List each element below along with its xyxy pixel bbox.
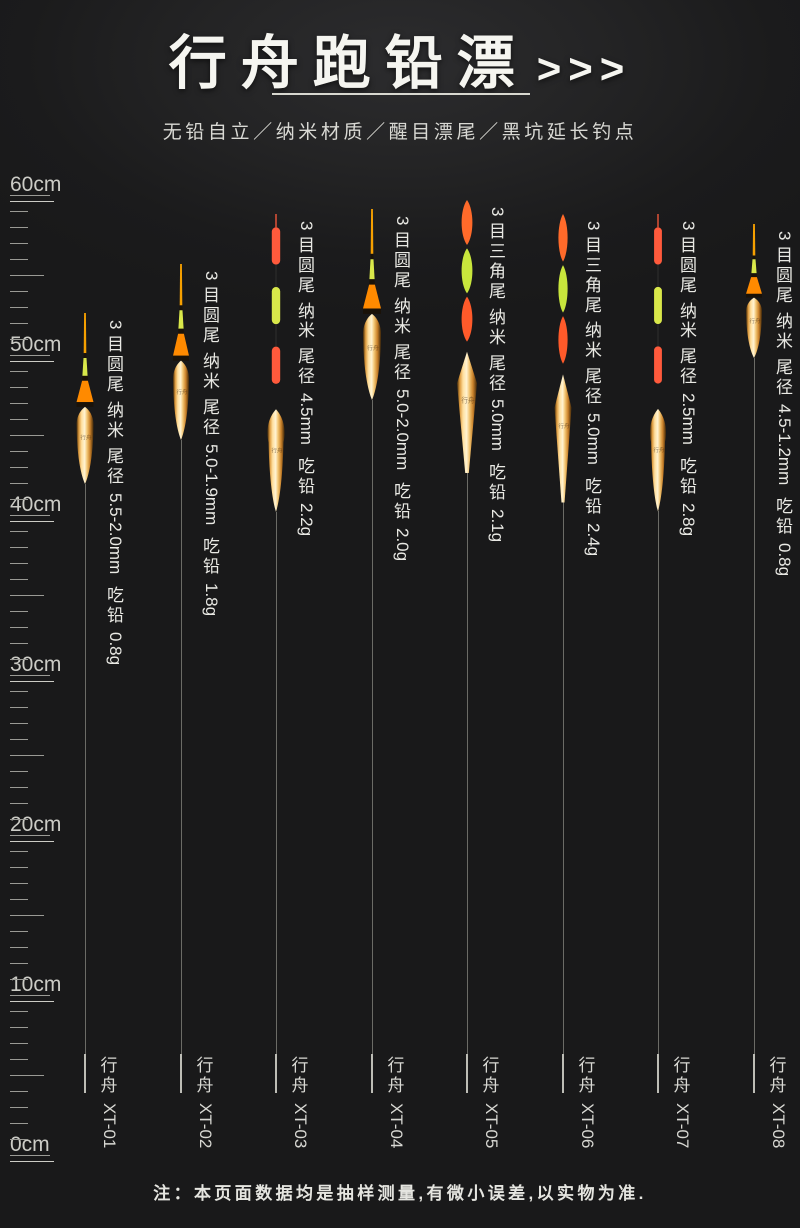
svg-text:行舟: 行舟 bbox=[558, 422, 570, 430]
svg-text:行舟: 行舟 bbox=[461, 396, 475, 405]
svg-text:行舟: 行舟 bbox=[749, 317, 761, 325]
svg-text:行舟: 行舟 bbox=[653, 445, 665, 453]
svg-text:行舟: 行舟 bbox=[80, 433, 92, 441]
svg-text:行舟: 行舟 bbox=[271, 446, 283, 454]
svg-text:行舟: 行舟 bbox=[367, 344, 379, 352]
svg-text:行舟: 行舟 bbox=[176, 388, 188, 396]
